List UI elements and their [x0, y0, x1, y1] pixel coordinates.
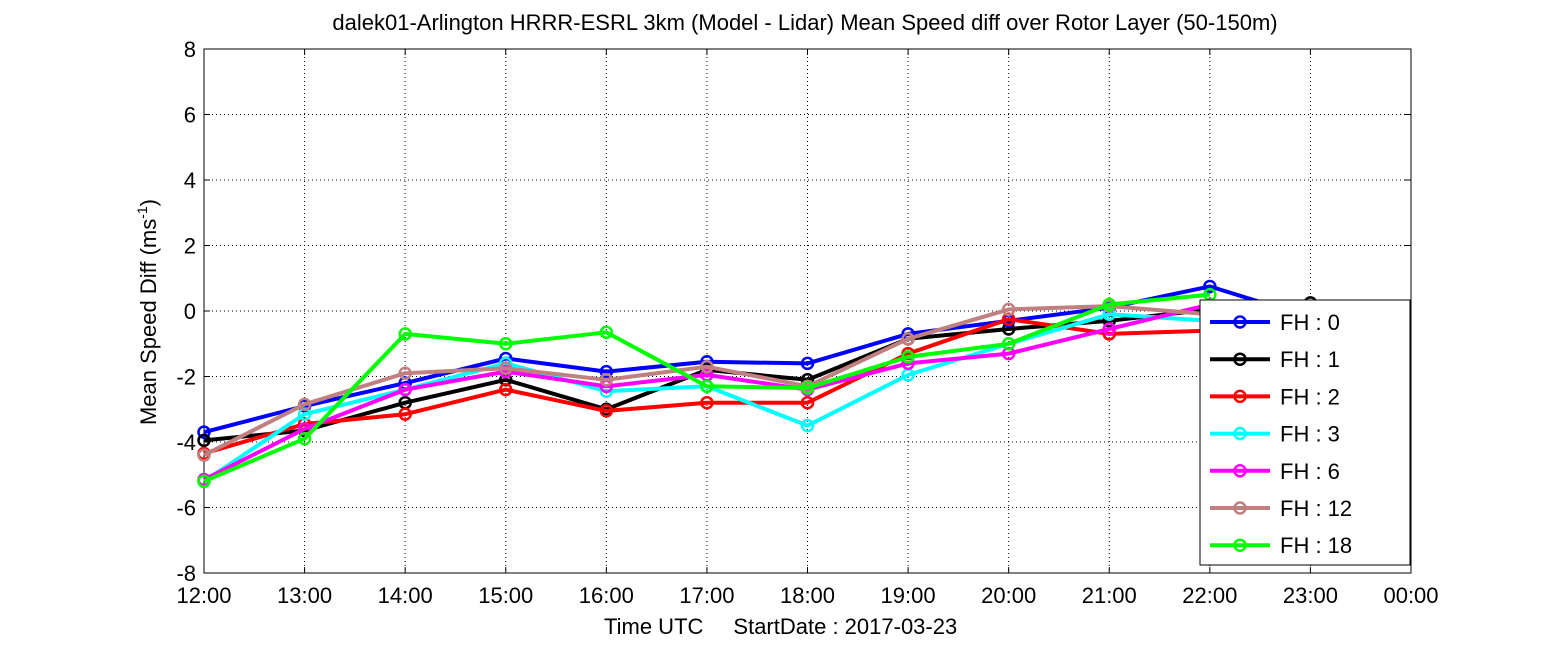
x-tick-label: 16:00	[579, 583, 634, 608]
data-point	[499, 361, 513, 376]
data-point	[800, 418, 815, 433]
data-point	[297, 431, 312, 446]
y-axis-title: Mean Speed Diff (ms	[136, 219, 161, 425]
series-group	[197, 279, 1318, 489]
legend-swatch-marker	[1233, 538, 1247, 552]
data-point	[599, 404, 614, 418]
series-6	[197, 287, 1217, 489]
x-axis: 12:00 13:00 14:00 15:00 16:00 17:00 18:00 19:00…	[176, 49, 1439, 608]
legend-item: FH : 6	[1210, 459, 1340, 484]
legend-label: FH : 1	[1280, 347, 1340, 372]
legend-swatch-marker	[1233, 352, 1247, 366]
y-axis-unit-exponent: -1	[134, 206, 150, 219]
data-point	[599, 373, 614, 387]
legend-swatch-marker	[1233, 426, 1247, 441]
legend: FH : 0 FH : 1 FH : 2 FH : 3 FH : 6 FH : 12 FH …	[1199, 299, 1411, 566]
data-point	[1203, 279, 1217, 294]
y-axis-title-close: )	[136, 199, 161, 206]
data-point	[398, 382, 412, 397]
data-point	[599, 325, 614, 340]
y-tick-label: -8	[176, 561, 196, 586]
chart-title: dalek01-Arlington HRRR-ESRL 3km (Model -…	[332, 10, 1277, 35]
legend-swatch-marker	[1233, 464, 1247, 478]
x-tick-label: 13:00	[277, 583, 332, 608]
legend-swatch-marker	[1233, 501, 1247, 515]
y-tick-label: -2	[176, 365, 196, 390]
data-point	[1001, 302, 1016, 317]
legend-item: FH : 3	[1210, 422, 1340, 447]
y-axis-label: Mean Speed Diff (ms-1)	[134, 199, 161, 425]
data-point	[297, 397, 312, 412]
data-point	[197, 425, 211, 439]
x-axis-title: Time UTC	[604, 614, 704, 639]
y-tick-label: 4	[184, 168, 196, 193]
x-tick-label: 23:00	[1283, 583, 1338, 608]
data-point	[700, 359, 714, 374]
x-tick-label: 00:00	[1383, 583, 1438, 608]
y-tick-label: -4	[176, 430, 196, 455]
series-line	[203, 302, 1211, 482]
data-point	[197, 433, 211, 448]
data-point	[197, 474, 211, 489]
data-point	[1102, 297, 1116, 312]
data-point	[398, 366, 412, 380]
y-tick-label: -6	[176, 496, 196, 521]
y-tick-label: 8	[184, 37, 196, 62]
y-tick-label: 6	[184, 103, 196, 128]
data-point	[398, 327, 412, 341]
series-line	[203, 292, 1210, 484]
data-point	[901, 350, 915, 364]
data-point	[700, 379, 714, 394]
series-line	[203, 317, 1210, 456]
legend-label: FH : 12	[1280, 496, 1352, 521]
x-axis-startdate: StartDate : 2017-03-23	[733, 614, 957, 639]
legend-item: FH : 1	[1210, 347, 1340, 372]
x-tick-label: 22:00	[1182, 583, 1237, 608]
data-point	[1102, 322, 1116, 336]
data-point	[901, 332, 915, 346]
y-tick-label: 2	[184, 234, 196, 259]
x-tick-label: 21:00	[1082, 583, 1137, 608]
x-tick-label: 19:00	[881, 583, 936, 608]
data-point	[398, 407, 412, 421]
legend-item: FH : 2	[1210, 384, 1340, 409]
x-tick-label: 14:00	[378, 583, 433, 608]
data-point	[800, 381, 815, 395]
legend-label: FH : 3	[1280, 422, 1340, 447]
series-line	[203, 304, 1210, 457]
legend-swatch-marker	[1233, 315, 1247, 329]
legend-label: FH : 6	[1280, 459, 1340, 484]
legend-label: FH : 0	[1280, 310, 1340, 335]
data-point	[499, 337, 513, 351]
data-point	[197, 448, 211, 462]
x-tick-label: 15:00	[478, 583, 533, 608]
data-point	[800, 395, 815, 410]
data-point	[499, 382, 513, 397]
data-point	[599, 364, 614, 379]
x-tick-label: 17:00	[679, 583, 734, 608]
data-point	[1001, 337, 1016, 351]
legend-item: FH : 0	[1210, 310, 1340, 335]
x-axis-label: Time UTC StartDate : 2017-03-23	[604, 614, 957, 639]
legend-item: FH : 18	[1210, 533, 1352, 558]
data-point	[800, 356, 815, 371]
y-tick-label: 0	[184, 299, 196, 324]
legend-swatch-marker	[1233, 389, 1247, 404]
x-tick-label: 18:00	[780, 583, 835, 608]
data-point	[700, 395, 714, 410]
legend-item: FH : 12	[1210, 496, 1352, 521]
legend-label: FH : 18	[1280, 533, 1352, 558]
x-tick-label: 20:00	[981, 583, 1036, 608]
x-tick-label: 12:00	[176, 583, 231, 608]
legend-label: FH : 2	[1280, 384, 1340, 409]
